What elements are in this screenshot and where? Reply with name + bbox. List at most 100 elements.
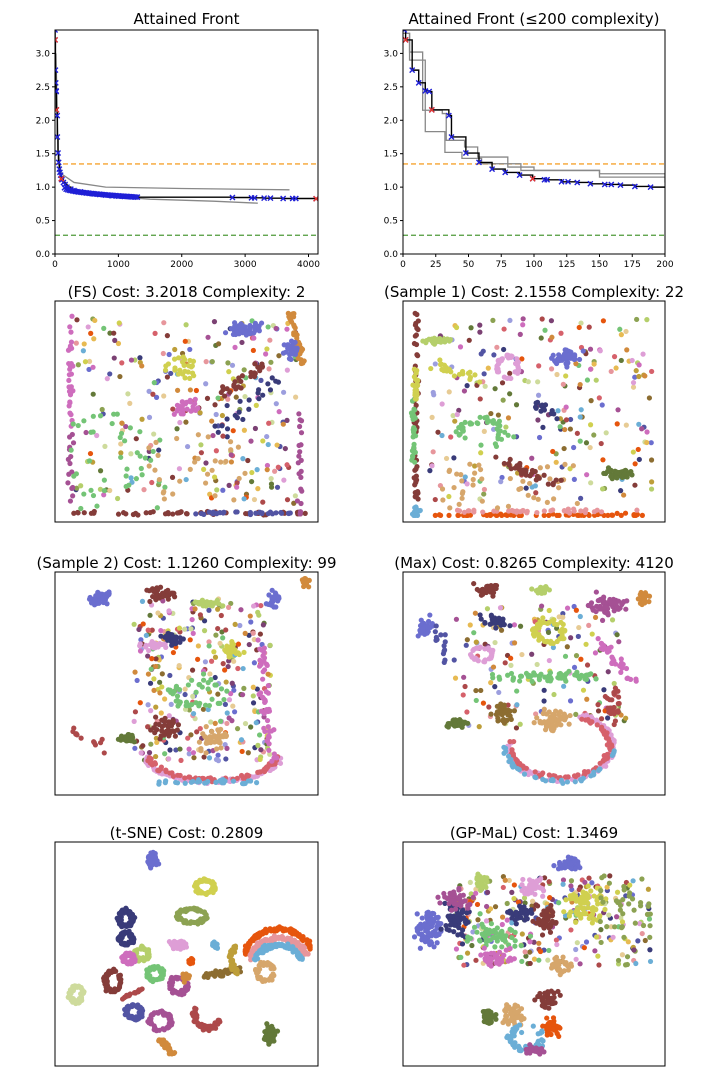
data-point <box>433 361 438 366</box>
data-point <box>614 475 619 480</box>
data-point <box>576 634 581 639</box>
data-point <box>194 388 199 393</box>
data-point <box>224 746 229 751</box>
data-point <box>261 929 266 934</box>
data-point <box>563 774 568 779</box>
data-point <box>267 741 272 746</box>
data-point <box>191 1013 196 1018</box>
data-point <box>181 411 186 416</box>
data-point <box>247 397 252 402</box>
data-point <box>518 509 523 514</box>
data-point <box>177 663 182 668</box>
data-point <box>207 734 212 739</box>
data-point <box>616 694 621 699</box>
embedding-panel-4: (t-SNE) Cost: 0.2809 <box>55 824 318 1066</box>
data-point <box>490 318 495 323</box>
data-point <box>619 332 624 337</box>
data-point <box>534 510 539 515</box>
data-point <box>240 749 245 754</box>
data-point <box>70 493 75 498</box>
data-point <box>137 429 142 434</box>
data-point <box>481 701 486 706</box>
data-point <box>573 779 578 784</box>
data-point <box>139 417 144 422</box>
data-point <box>587 325 592 330</box>
data-point <box>551 482 556 487</box>
data-point <box>212 941 217 946</box>
data-point <box>212 682 217 687</box>
data-point <box>565 644 570 649</box>
data-point <box>249 470 254 475</box>
data-point <box>78 483 83 488</box>
data-point <box>623 607 628 612</box>
data-point <box>503 707 508 712</box>
data-point <box>463 435 468 440</box>
data-point <box>536 497 541 502</box>
data-point <box>456 425 461 430</box>
data-point <box>185 987 190 992</box>
data-point <box>198 612 203 617</box>
data-point <box>492 386 497 391</box>
data-point <box>68 392 73 397</box>
data-point <box>518 624 523 629</box>
data-point <box>207 671 212 676</box>
data-point <box>539 403 544 408</box>
data-point <box>615 407 620 412</box>
data-point <box>495 435 500 440</box>
data-point <box>218 727 223 732</box>
data-point <box>203 703 208 708</box>
data-point <box>503 424 508 429</box>
data-point <box>141 621 146 626</box>
data-point <box>594 589 599 594</box>
data-point <box>200 731 205 736</box>
x-tick-label: 1000 <box>107 260 130 270</box>
data-point <box>506 415 511 420</box>
data-point <box>561 684 566 689</box>
data-point <box>529 456 534 461</box>
x-tick-label: 175 <box>624 260 641 270</box>
data-point <box>631 380 636 385</box>
data-point <box>220 635 225 640</box>
data-point <box>243 511 248 516</box>
data-point <box>521 467 526 472</box>
data-point <box>463 474 468 479</box>
data-point <box>265 672 270 677</box>
data-point <box>80 990 85 995</box>
data-point <box>618 670 623 675</box>
data-point <box>490 594 495 599</box>
data-point <box>251 693 256 698</box>
x-tick-label: 200 <box>656 260 673 270</box>
data-point <box>435 430 440 435</box>
data-point <box>447 505 452 510</box>
data-point <box>225 710 230 715</box>
data-point <box>232 709 237 714</box>
data-point <box>216 1018 221 1023</box>
data-point <box>275 1029 280 1034</box>
data-point <box>634 679 639 684</box>
data-point <box>581 348 586 353</box>
data-point <box>205 740 210 745</box>
data-point <box>67 434 72 439</box>
data-point <box>229 459 234 464</box>
data-point <box>170 980 175 985</box>
data-point <box>551 411 556 416</box>
data-point <box>508 656 513 661</box>
data-point <box>201 512 206 517</box>
data-point <box>647 395 652 400</box>
data-point <box>615 421 620 426</box>
data-point <box>601 318 606 323</box>
data-point <box>457 723 462 728</box>
data-point <box>180 404 185 409</box>
data-point <box>546 630 551 635</box>
data-point <box>166 756 171 761</box>
data-point <box>68 997 73 1002</box>
data-point <box>255 637 260 642</box>
data-point <box>219 686 224 691</box>
data-point <box>446 721 451 726</box>
data-point <box>639 426 644 431</box>
data-point <box>477 724 482 729</box>
data-point <box>625 676 630 681</box>
data-point <box>552 621 557 626</box>
data-point <box>188 637 193 642</box>
